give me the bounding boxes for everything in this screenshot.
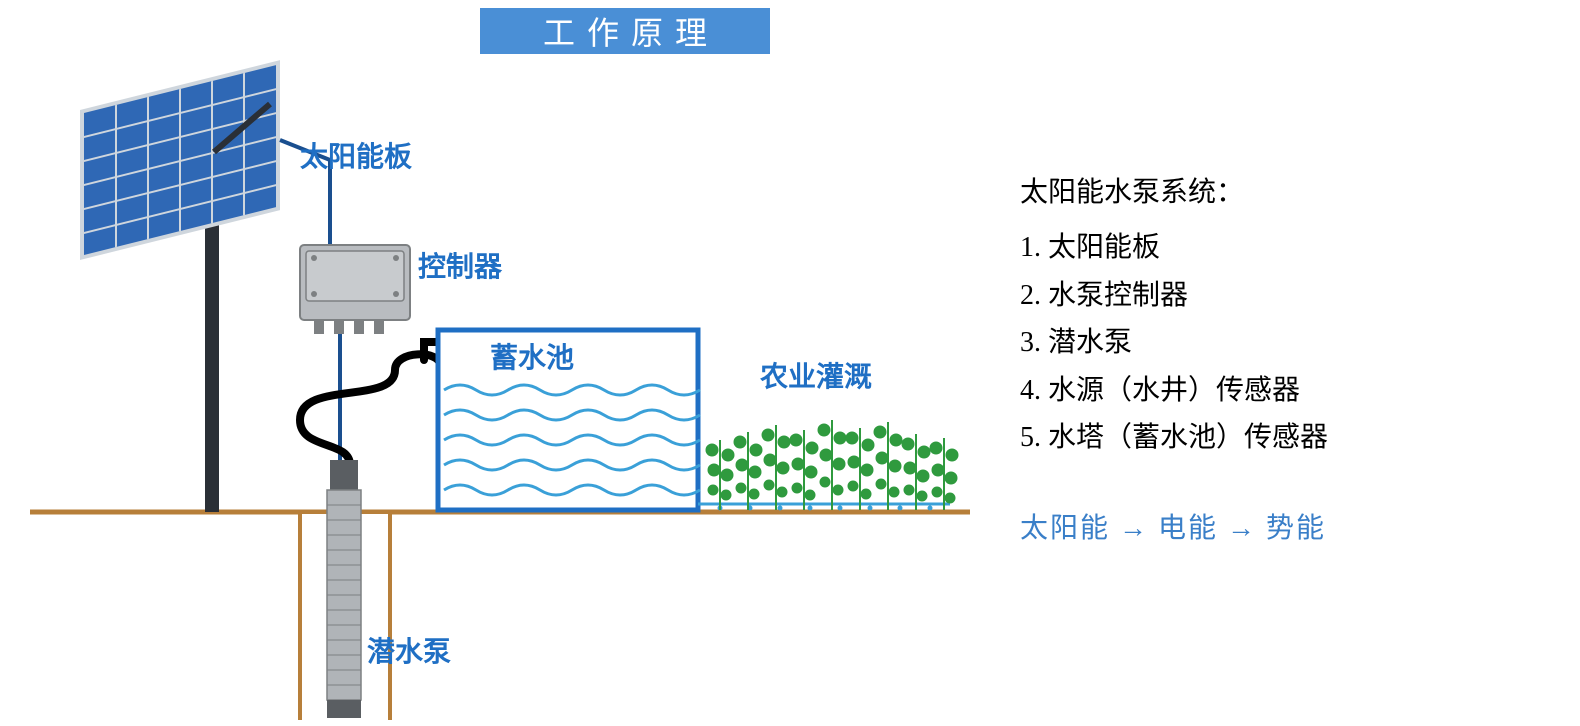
label-irrigation: 农业灌溉	[760, 355, 872, 395]
page-title: 工作原理	[543, 8, 719, 54]
energy-flow-text: 太阳能 → 电能 → 势能	[1020, 506, 1540, 546]
list-item: 3. 潜水泵	[1020, 319, 1540, 367]
label-reservoir: 蓄水池	[490, 336, 574, 376]
list-item: 1. 太阳能板	[1020, 224, 1540, 272]
list-item: 2. 水泵控制器	[1020, 272, 1540, 320]
list-item: 5. 水塔（蓄水池）传感器	[1020, 414, 1540, 462]
label-pump: 潜水泵	[367, 630, 451, 670]
text-panel: 太阳能水泵系统： 1. 太阳能板 2. 水泵控制器 3. 潜水泵 4. 水源（水…	[1020, 170, 1540, 546]
list-item: 4. 水源（水井）传感器	[1020, 367, 1540, 415]
system-diagram: 太阳能板 控制器 蓄水池 农业灌溉 潜水泵	[0, 60, 1000, 720]
label-controller: 控制器	[418, 245, 502, 285]
plants	[706, 420, 958, 510]
label-solar-panel: 太阳能板	[300, 135, 412, 175]
submersible-pump	[327, 460, 361, 718]
pipe-pump-tank	[300, 354, 440, 465]
system-heading: 太阳能水泵系统：	[1020, 170, 1540, 210]
solar-panel	[80, 60, 280, 260]
controller-box	[300, 245, 410, 334]
system-list: 1. 太阳能板 2. 水泵控制器 3. 潜水泵 4. 水源（水井）传感器 5. …	[1020, 224, 1540, 462]
title-banner: 工作原理	[480, 8, 770, 54]
